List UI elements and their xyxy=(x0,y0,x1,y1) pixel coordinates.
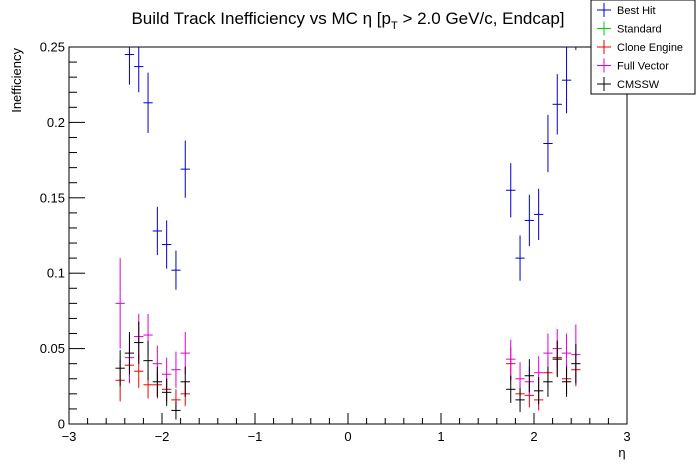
data-point xyxy=(134,47,144,93)
data-point xyxy=(506,339,516,379)
legend-entry: Standard xyxy=(597,21,662,36)
data-point xyxy=(543,114,553,173)
y-axis-tick-labels: 0 0.05 0.1 0.15 0.2 0.25 xyxy=(40,40,65,432)
data-point xyxy=(162,378,172,406)
x-tick-label: −1 xyxy=(248,429,263,444)
x-tick-label: 0 xyxy=(344,429,351,444)
x-tick-label: 1 xyxy=(437,429,444,444)
data-point xyxy=(524,194,534,247)
y-axis-title: Inefficiency xyxy=(9,48,24,113)
data-point xyxy=(552,74,562,135)
data-point xyxy=(171,250,181,290)
data-point xyxy=(575,47,577,51)
series-cmssw xyxy=(115,321,581,420)
y-tick-label: 0.25 xyxy=(40,40,65,55)
chart-title: Build Track Inefficiency vs MC η [pT > 2… xyxy=(131,9,564,32)
chart-title-subscript: T xyxy=(391,20,398,32)
data-point xyxy=(124,47,135,85)
plot-frame xyxy=(68,46,628,425)
x-tick-label: −2 xyxy=(155,429,170,444)
data-point xyxy=(506,375,516,403)
y-tick-label: 0.15 xyxy=(40,190,65,205)
legend-label: Full Vector xyxy=(617,61,669,73)
data-point xyxy=(115,350,125,387)
legend-entry: Full Vector xyxy=(597,58,669,73)
legend-entry: CMSSW xyxy=(597,77,660,91)
chart-title-main: Build Track Inefficiency vs MC η [p xyxy=(131,9,391,28)
data-point xyxy=(180,140,190,198)
legend-items: Best Hit Standard Clone Engine Full Vector C… xyxy=(597,3,683,91)
data-point xyxy=(506,163,516,218)
data-point xyxy=(180,366,190,397)
y-axis-ticks xyxy=(69,46,85,425)
x-tick-label: 2 xyxy=(530,429,537,444)
data-point xyxy=(171,401,181,420)
data-point xyxy=(561,366,572,397)
data-point xyxy=(543,366,553,397)
data-point xyxy=(116,0,125,32)
chart-title-rest: > 2.0 GeV/c, Endcap] xyxy=(398,9,565,28)
data-point xyxy=(534,188,544,241)
data-point xyxy=(143,341,153,381)
data-point xyxy=(534,377,544,405)
data-point xyxy=(124,332,135,375)
legend-label: Clone Engine xyxy=(617,42,683,54)
data-point xyxy=(162,220,172,269)
y-tick-label: 0 xyxy=(58,417,65,432)
data-point xyxy=(561,47,572,114)
y-tick-label: 0.1 xyxy=(47,266,65,281)
data-point xyxy=(571,344,581,384)
y-tick-label: 0.2 xyxy=(47,115,65,130)
legend-label: CMSSW xyxy=(617,79,660,91)
data-point xyxy=(115,258,125,349)
legend-entry: Clone Engine xyxy=(597,40,683,54)
x-tick-label: −3 xyxy=(62,429,77,444)
series-layer xyxy=(115,0,581,420)
data-point xyxy=(143,72,153,133)
legend-entry: Best Hit xyxy=(597,3,656,17)
x-tick-label: 3 xyxy=(623,429,630,444)
data-point xyxy=(152,366,162,397)
data-point xyxy=(515,235,525,281)
data-point xyxy=(171,351,181,388)
series-best-hit xyxy=(116,0,577,290)
data-point xyxy=(152,206,162,256)
legend: Best Hit Standard Clone Engine Full Vector C… xyxy=(590,0,696,95)
data-point xyxy=(134,321,144,364)
legend-label: Standard xyxy=(617,24,662,36)
x-axis-title: η xyxy=(618,445,625,460)
y-tick-label: 0.05 xyxy=(40,341,65,356)
x-axis-tick-labels: −3 −2 −1 0 1 2 3 xyxy=(62,429,631,444)
data-point xyxy=(552,341,562,378)
legend-label: Best Hit xyxy=(617,5,656,17)
x-axis-ticks xyxy=(68,413,628,424)
data-point xyxy=(561,333,572,373)
data-point xyxy=(524,359,534,393)
data-point xyxy=(543,333,553,373)
data-point xyxy=(515,387,525,412)
